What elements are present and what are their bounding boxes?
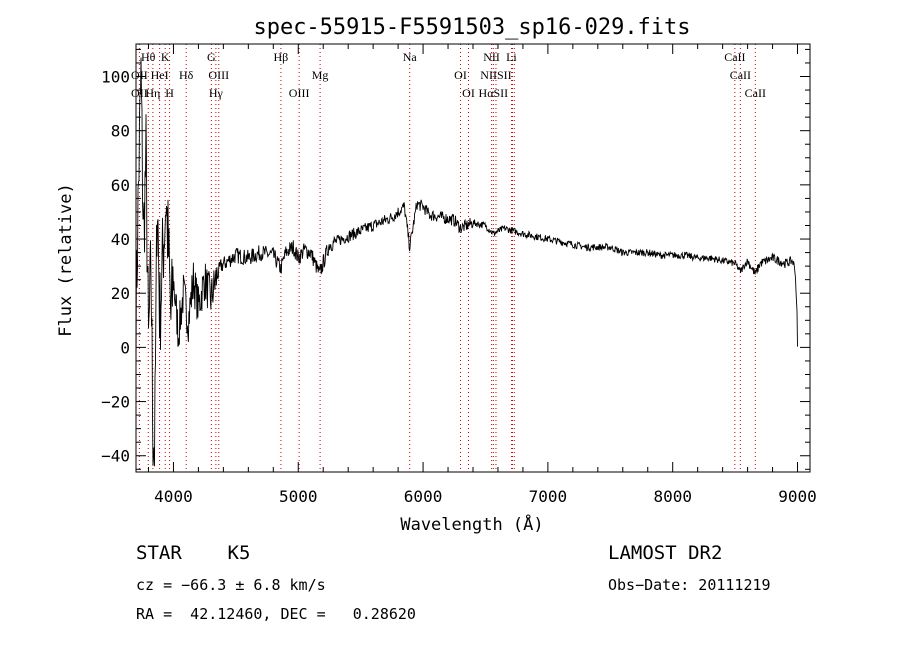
line-label-lines_top-4: Na [403,50,418,64]
line-label-lines_mid-2: Hδ [179,68,194,82]
x-tick-label-4: 8000 [653,487,692,506]
line-label-lines_low-0: OII [131,86,148,100]
line-label-lines_mid-7: CaII [730,68,751,82]
line-label-lines_mid-3: OIII [208,68,229,82]
x-tick-label-0: 4000 [154,487,193,506]
y-tick-label-1: −20 [101,393,130,412]
line-label-lines_top-1: K [161,50,170,64]
line-label-lines_mid-5: OI [454,68,467,82]
line-label-lines_low-7: CaII [745,86,766,100]
line-label-lines_mid-6: NIISII [480,68,511,82]
x-tick-labels: 4000 5000 6000 7000 8000 9000 [154,487,817,506]
line-label-lines_mid-0: OII [131,68,148,82]
spectral-class: STAR K5 [136,542,251,564]
flux-series-line [135,57,798,467]
y-tick-label-7: 100 [101,68,130,87]
line-labels-top: Hθ K G Hβ Na NII Li CaII [141,50,746,64]
ra-dec: RA = 42.12460, DEC = 0.28620 [136,605,416,623]
line-label-lines_top-5: NII [483,50,500,64]
redshift-cz: cz = −66.3 ± 6.8 km/s [136,576,326,594]
line-label-lines_top-6: Li [506,50,517,64]
chart-title: spec-55915-F5591503_sp16-029.fits [253,15,690,40]
y-tick-labels: −40 −20 0 20 40 60 80 100 [101,68,130,466]
y-tick-label-0: −40 [101,447,130,466]
line-label-lines_low-3: Hγ [209,86,224,100]
line-label-lines_mid-1: HeI [151,68,169,82]
line-label-lines_low-4: OIII [289,86,310,100]
line-label-lines_top-7: CaII [724,50,745,64]
line-label-lines_top-2: G [207,50,216,64]
obs-date: Obs−Date: 20111219 [608,576,771,594]
y-tick-label-4: 40 [111,230,130,249]
x-tick-label-2: 6000 [404,487,443,506]
line-markers [138,44,756,472]
axis-ticks [136,44,810,472]
line-label-lines_low-1: Hη [145,86,160,100]
line-label-lines_low-5: OI [462,86,475,100]
y-tick-label-3: 20 [111,284,130,303]
y-axis-label: Flux (relative) [56,183,76,337]
x-tick-label-1: 5000 [279,487,318,506]
line-label-lines_top-0: Hθ [141,50,156,64]
x-tick-label-3: 7000 [529,487,568,506]
y-tick-label-5: 60 [111,176,130,195]
y-tick-label-6: 80 [111,122,130,141]
line-label-lines_low-2: H [165,86,174,100]
line-label-lines_mid-4: Mg [312,68,329,82]
x-tick-label-5: 9000 [778,487,817,506]
line-label-lines_low-6: HαSII [479,86,509,100]
y-tick-label-2: 0 [120,338,130,357]
line-labels-mid: OII HeI Hδ OIII Mg OI NIISII CaII [131,68,751,82]
line-label-lines_top-3: Hβ [274,50,289,64]
survey-name: LAMOST DR2 [608,542,723,564]
x-axis-label: Wavelength (Å) [400,513,543,535]
